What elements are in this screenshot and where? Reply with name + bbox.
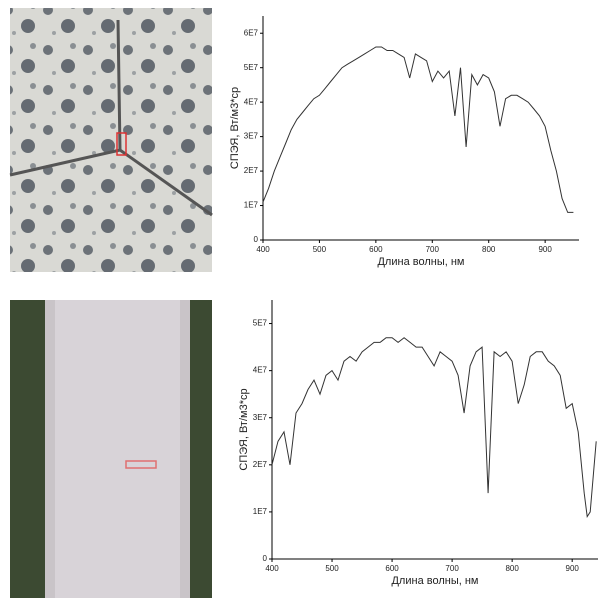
y-tick-label: 2E7 bbox=[244, 166, 259, 175]
x-tick-label: 600 bbox=[369, 245, 383, 254]
x-tick-label: 900 bbox=[538, 245, 552, 254]
x-tick-label: 800 bbox=[505, 564, 519, 573]
x-tick-label: 900 bbox=[566, 564, 580, 573]
y-tick-label: 3E7 bbox=[244, 132, 259, 141]
y-tick-label: 3E7 bbox=[253, 413, 268, 422]
y-tick-label: 1E7 bbox=[244, 201, 259, 210]
x-tick-label: 400 bbox=[256, 245, 270, 254]
y-tick-label: 1E7 bbox=[253, 507, 268, 516]
x-tick-label: 400 bbox=[265, 564, 279, 573]
spectrum-line bbox=[271, 337, 597, 519]
y-axis-title: СПЭЯ, Вт/м3*ср bbox=[238, 388, 250, 470]
y-axis-title: СПЭЯ, Вт/м3*ср bbox=[229, 87, 241, 169]
y-tick-label: 6E7 bbox=[244, 28, 259, 37]
y-tick-label: 0 bbox=[263, 554, 268, 563]
y-tick-label: 4E7 bbox=[244, 97, 259, 106]
x-tick-label: 500 bbox=[313, 245, 327, 254]
photo-road bbox=[10, 300, 212, 598]
x-tick-label: 600 bbox=[385, 564, 399, 573]
spectrum-line bbox=[262, 46, 574, 213]
x-axis-title: Длина волны, нм bbox=[391, 575, 478, 587]
y-tick-label: 5E7 bbox=[244, 63, 259, 72]
y-tick-label: 2E7 bbox=[253, 460, 268, 469]
photo-rock bbox=[9, 8, 213, 272]
x-tick-label: 700 bbox=[445, 564, 459, 573]
y-tick-label: 5E7 bbox=[253, 319, 268, 328]
y-tick-label: 0 bbox=[254, 235, 259, 244]
x-tick-label: 500 bbox=[325, 564, 339, 573]
x-axis-title: Длина волны, нм bbox=[377, 256, 464, 268]
y-tick-label: 4E7 bbox=[253, 366, 268, 375]
x-tick-label: 700 bbox=[426, 245, 440, 254]
x-tick-label: 800 bbox=[482, 245, 496, 254]
